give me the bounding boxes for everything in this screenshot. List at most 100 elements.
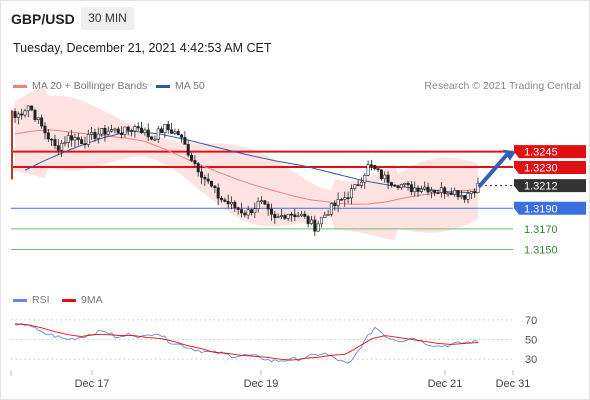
candle-body xyxy=(220,197,224,201)
x-tick-label: Dec 17 xyxy=(75,378,110,390)
price-tag-bg-3 xyxy=(514,201,586,215)
candle-body xyxy=(356,184,360,186)
candle-body xyxy=(276,216,280,219)
candle-body xyxy=(86,134,90,145)
candle-body xyxy=(333,203,337,207)
candle-body xyxy=(429,190,433,193)
candle-body xyxy=(463,195,467,200)
candle-body xyxy=(56,145,60,151)
candle-body xyxy=(433,190,437,193)
candle-body xyxy=(160,128,164,134)
candle-body xyxy=(423,186,427,190)
candle-body xyxy=(183,137,187,145)
research-credit: Research © 2021 Trading Central xyxy=(424,80,581,92)
candle-body xyxy=(366,164,370,176)
candle-body xyxy=(173,131,177,134)
candle-body xyxy=(263,200,267,205)
candle-body xyxy=(373,164,377,169)
candle-body xyxy=(303,213,307,217)
candle-body xyxy=(106,130,110,135)
candle-body xyxy=(473,191,477,193)
candle-body xyxy=(389,182,393,186)
candle-body xyxy=(343,197,347,200)
forecast-arrow-head xyxy=(503,149,516,161)
x-tick-label: Dec 21 xyxy=(428,378,463,390)
x-tick-label: Dec 31 xyxy=(496,378,531,390)
legend-rsi: RSI xyxy=(13,294,50,306)
legend-rsi-ma-label: 9MA xyxy=(81,294,103,306)
candle-body xyxy=(66,135,70,143)
candle-body xyxy=(73,137,77,141)
rsi-ma-swatch xyxy=(62,298,76,302)
candle-body xyxy=(403,182,407,185)
candle-body xyxy=(393,184,397,187)
price-label-current: 1.3212 xyxy=(524,181,558,193)
candle-body xyxy=(456,190,460,198)
candle-body xyxy=(126,126,130,131)
candle-body xyxy=(33,109,37,120)
candle-body xyxy=(226,201,230,205)
candle-body xyxy=(236,207,240,210)
candle-body xyxy=(326,213,330,216)
price-label-target: 1.3170 xyxy=(524,224,558,236)
price-label-target: 1.3150 xyxy=(524,245,558,257)
legend-ma20-label: MA 20 + Bollinger Bands xyxy=(32,80,148,92)
candle-body xyxy=(123,126,127,135)
candle-body xyxy=(446,192,450,195)
candle-body xyxy=(436,192,440,194)
candle-body xyxy=(63,142,67,144)
candle-body xyxy=(413,187,417,193)
candle-body xyxy=(163,124,167,134)
price-label-resistance: 1.3245 xyxy=(524,147,558,159)
candle-body xyxy=(150,136,154,140)
candle-body xyxy=(459,195,463,198)
candle-body xyxy=(443,187,447,194)
candle-body xyxy=(359,181,363,186)
candle-body xyxy=(256,200,260,209)
candle-body xyxy=(246,209,250,216)
candle-body xyxy=(469,191,473,194)
candle-body xyxy=(313,219,317,232)
price-tag-bg-2 xyxy=(514,179,586,193)
bollinger-band xyxy=(15,86,478,241)
candle-body xyxy=(23,110,27,116)
candle-body xyxy=(383,174,387,179)
candle-body xyxy=(419,188,423,192)
candle-body xyxy=(293,214,297,218)
candle-body xyxy=(83,143,87,145)
legend-ma50-label: MA 50 xyxy=(175,80,205,92)
candle-body xyxy=(453,190,457,195)
candle-body xyxy=(130,130,134,132)
candle-body xyxy=(50,138,54,141)
candle-body xyxy=(53,139,57,146)
candle-body xyxy=(406,182,410,185)
candle-body xyxy=(203,177,207,180)
candle-body xyxy=(283,215,287,219)
candle-body xyxy=(153,138,157,141)
candle-body xyxy=(309,219,313,224)
candle-body xyxy=(146,129,150,138)
candle-body xyxy=(329,203,333,215)
timeframe-button[interactable]: 30 MIN xyxy=(81,7,134,30)
candle-body xyxy=(269,208,273,215)
candle-body xyxy=(349,188,353,199)
candle-body xyxy=(216,187,220,199)
rsi-tick-label: 30 xyxy=(525,354,537,366)
candle-body xyxy=(316,223,320,232)
candle-body xyxy=(170,129,174,134)
timestamp: Tuesday, December 21, 2021 4:42:53 AM CE… xyxy=(13,41,272,55)
candle-body xyxy=(266,203,270,210)
candle-body xyxy=(449,192,453,195)
candle-body xyxy=(196,163,200,173)
candle-body xyxy=(249,209,253,213)
candle-body xyxy=(40,117,44,127)
ma50-swatch xyxy=(156,84,170,88)
candle-body xyxy=(286,213,290,219)
candle-body xyxy=(279,215,283,217)
candle-body xyxy=(103,128,107,135)
candle-body xyxy=(46,132,50,140)
candle-body xyxy=(296,215,300,218)
candle-body xyxy=(253,208,257,213)
candle-body xyxy=(409,184,413,193)
